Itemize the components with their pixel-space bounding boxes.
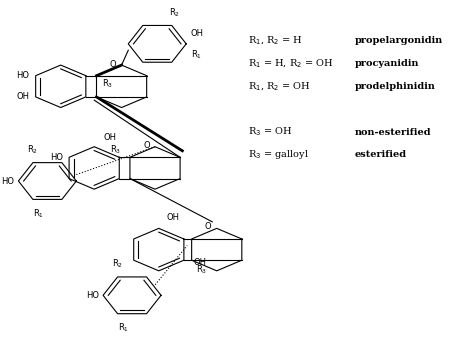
Text: O: O [205,222,212,231]
Text: propelargonidin: propelargonidin [355,36,443,45]
Text: R$_3$: R$_3$ [110,143,121,156]
Text: HO: HO [86,291,99,300]
Text: procyanidin: procyanidin [355,59,419,68]
Text: OH: OH [191,29,204,38]
Text: R$_1$, R$_2$ = H: R$_1$, R$_2$ = H [248,34,303,47]
Text: OH: OH [17,92,30,101]
Text: R$_1$: R$_1$ [191,48,202,61]
Text: R$_1$, R$_2$ = OH: R$_1$, R$_2$ = OH [248,80,311,93]
Text: R$_2$: R$_2$ [27,143,39,156]
Text: R$_1$ = H, R$_2$ = OH: R$_1$ = H, R$_2$ = OH [248,57,333,70]
Text: R$_2$: R$_2$ [112,257,123,270]
Text: O: O [143,141,150,150]
Text: non-esterified: non-esterified [355,127,432,136]
Text: R$_3$: R$_3$ [102,77,113,90]
Text: OH: OH [193,258,206,267]
Text: R$_3$: R$_3$ [196,264,207,276]
Text: R$_3$ = galloyl: R$_3$ = galloyl [248,148,309,161]
Text: R$_1$: R$_1$ [118,322,129,334]
Text: OH: OH [167,213,180,222]
Text: R$_1$: R$_1$ [33,208,44,220]
Text: R$_2$: R$_2$ [169,7,180,20]
Text: esterified: esterified [355,150,407,159]
Text: HO: HO [50,153,63,162]
Text: R$_3$ = OH: R$_3$ = OH [248,126,292,139]
Text: O: O [110,60,116,68]
Text: prodelphinidin: prodelphinidin [355,82,436,91]
Text: HO: HO [17,71,30,80]
Text: OH: OH [103,133,116,143]
Text: HO: HO [1,177,14,185]
